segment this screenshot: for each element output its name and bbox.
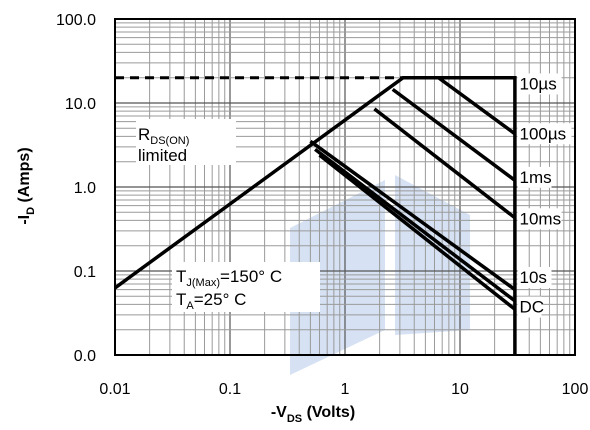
series-label: 10ms [520, 209, 562, 228]
series-line [309, 139, 516, 292]
rds-on-annotation: RDS(ON) [138, 125, 189, 147]
conditions-annotation-box [172, 262, 320, 312]
series-line [318, 153, 516, 311]
watermark-shape [290, 180, 385, 375]
series-label: DC [520, 298, 545, 317]
label-backgrounds [517, 73, 572, 318]
x-tick-label: 0.1 [219, 381, 241, 398]
series-labels: 10µs 100µs 1ms 10ms 10s DC [520, 74, 567, 316]
watermark-shape [395, 175, 470, 335]
series-label: 10µs [520, 74, 557, 93]
y-tick-label: 0.0 [74, 348, 96, 365]
x-tick-label: 1 [341, 381, 350, 398]
y-axis-label: -ID (Amps) [16, 147, 37, 224]
series-label-box [517, 123, 572, 145]
series-label-box [517, 166, 552, 188]
tj-annotation: TJ(Max)=150° C [176, 267, 282, 289]
series-label-box [517, 296, 542, 318]
y-tick-label: 10.0 [65, 96, 96, 113]
y-tick-label: 0.1 [74, 264, 96, 281]
ta-annotation: TA=25° C [176, 290, 246, 312]
series-label: 10s [520, 268, 547, 287]
curves [113, 75, 517, 355]
series-line [314, 148, 516, 303]
y-tick-labels: 0.0 0.1 1.0 10.0 100.0 [56, 12, 96, 365]
series-line [373, 107, 516, 220]
x-axis-label: -VDS (Volts) [271, 404, 355, 425]
rds-annotation-box [136, 119, 236, 165]
series-label-box [517, 208, 562, 230]
series-label: 1ms [520, 168, 552, 187]
series-label-box [517, 266, 552, 288]
series-label-box [517, 73, 562, 95]
x-tick-label: 100 [562, 381, 589, 398]
plot-frame [114, 18, 576, 356]
y-tick-label: 1.0 [74, 180, 96, 197]
series-label: 100µs [520, 124, 567, 143]
x-tick-label: 10 [451, 381, 469, 398]
y-tick-label: 100.0 [56, 12, 96, 29]
series-line [391, 87, 516, 182]
rds-limited-annotation: limited [138, 146, 187, 165]
series-line [113, 75, 516, 290]
x-tick-label: 0.01 [99, 381, 130, 398]
x-tick-labels: 0.01 0.1 1 10 100 [99, 381, 588, 398]
